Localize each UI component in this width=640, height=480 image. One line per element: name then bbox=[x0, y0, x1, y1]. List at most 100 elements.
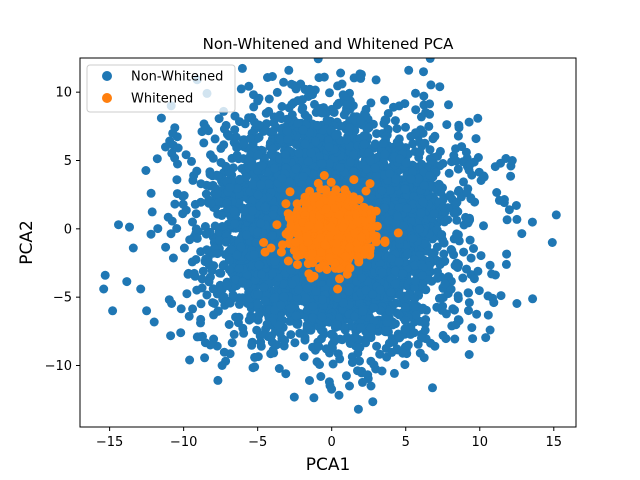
data-point bbox=[230, 125, 240, 135]
data-point bbox=[461, 147, 471, 157]
data-point bbox=[198, 266, 208, 276]
data-point bbox=[416, 208, 426, 218]
data-point bbox=[409, 328, 419, 338]
data-point bbox=[356, 323, 366, 333]
data-point bbox=[215, 268, 225, 278]
data-point bbox=[465, 159, 475, 169]
data-point bbox=[366, 381, 376, 391]
data-point bbox=[363, 148, 373, 158]
data-point bbox=[393, 212, 403, 221]
data-point bbox=[377, 268, 387, 277]
data-point bbox=[234, 299, 244, 309]
data-point bbox=[386, 287, 396, 297]
data-point bbox=[200, 353, 210, 363]
data-point bbox=[286, 330, 296, 340]
data-point bbox=[250, 117, 259, 127]
data-point bbox=[152, 154, 162, 164]
data-point bbox=[362, 261, 372, 270]
data-point bbox=[342, 135, 351, 145]
data-point bbox=[201, 189, 211, 199]
data-point bbox=[349, 73, 359, 83]
data-point bbox=[188, 175, 198, 185]
data-point bbox=[185, 235, 195, 245]
data-point bbox=[247, 260, 257, 270]
data-point bbox=[481, 333, 491, 343]
data-point bbox=[190, 199, 200, 209]
data-point bbox=[411, 105, 421, 115]
data-point bbox=[279, 292, 289, 302]
data-point bbox=[201, 123, 211, 133]
data-point bbox=[208, 153, 218, 163]
data-point bbox=[469, 274, 479, 284]
data-point bbox=[410, 276, 420, 286]
data-point bbox=[167, 299, 177, 308]
data-point bbox=[184, 311, 194, 321]
data-point bbox=[324, 377, 334, 387]
data-point bbox=[267, 72, 277, 81]
data-point bbox=[299, 352, 309, 362]
data-point bbox=[291, 140, 301, 150]
data-point bbox=[355, 356, 364, 366]
data-point bbox=[335, 163, 345, 172]
data-point bbox=[443, 215, 453, 225]
data-point bbox=[317, 108, 327, 118]
data-point bbox=[512, 299, 522, 308]
data-point bbox=[378, 139, 388, 148]
data-point bbox=[178, 209, 188, 219]
data-point bbox=[327, 343, 337, 353]
data-point bbox=[232, 183, 242, 193]
data-point bbox=[437, 230, 447, 239]
data-point bbox=[224, 255, 234, 265]
data-point bbox=[187, 257, 197, 267]
data-point bbox=[402, 203, 412, 213]
data-point bbox=[318, 295, 327, 305]
data-point bbox=[445, 190, 455, 200]
data-point bbox=[216, 143, 226, 153]
data-point bbox=[333, 81, 343, 91]
data-point bbox=[339, 322, 349, 332]
data-point bbox=[372, 341, 382, 351]
data-point bbox=[369, 303, 379, 313]
data-point bbox=[476, 251, 486, 261]
data-point bbox=[298, 172, 308, 181]
data-point bbox=[247, 340, 257, 350]
data-point bbox=[219, 292, 229, 302]
data-point bbox=[210, 134, 220, 144]
data-point bbox=[359, 139, 369, 149]
data-point bbox=[253, 227, 262, 237]
data-point bbox=[287, 279, 297, 289]
data-point bbox=[245, 134, 255, 143]
data-point bbox=[306, 148, 316, 158]
data-point bbox=[398, 269, 408, 279]
data-point bbox=[227, 338, 237, 348]
data-point bbox=[464, 306, 473, 316]
data-point bbox=[191, 209, 201, 219]
data-point bbox=[305, 84, 315, 94]
data-point bbox=[221, 237, 231, 247]
data-point bbox=[232, 250, 242, 260]
data-point bbox=[274, 364, 284, 373]
data-point bbox=[197, 274, 207, 284]
data-point bbox=[463, 288, 473, 298]
data-point bbox=[311, 136, 320, 146]
data-point bbox=[479, 221, 488, 231]
data-point bbox=[429, 209, 439, 219]
data-point bbox=[428, 383, 437, 393]
data-point bbox=[395, 332, 405, 342]
data-point bbox=[229, 329, 239, 339]
data-point bbox=[241, 230, 251, 240]
data-point bbox=[400, 99, 410, 109]
data-point bbox=[415, 147, 425, 157]
data-point bbox=[172, 189, 182, 199]
data-point bbox=[433, 267, 442, 277]
data-point bbox=[433, 273, 442, 283]
data-point bbox=[297, 105, 307, 115]
data-point bbox=[418, 197, 428, 207]
data-point bbox=[291, 164, 301, 174]
data-point bbox=[264, 94, 274, 104]
data-point bbox=[229, 206, 239, 216]
data-point bbox=[308, 313, 318, 323]
plot-area bbox=[99, 58, 561, 414]
data-point bbox=[468, 334, 478, 344]
data-point bbox=[191, 224, 201, 234]
